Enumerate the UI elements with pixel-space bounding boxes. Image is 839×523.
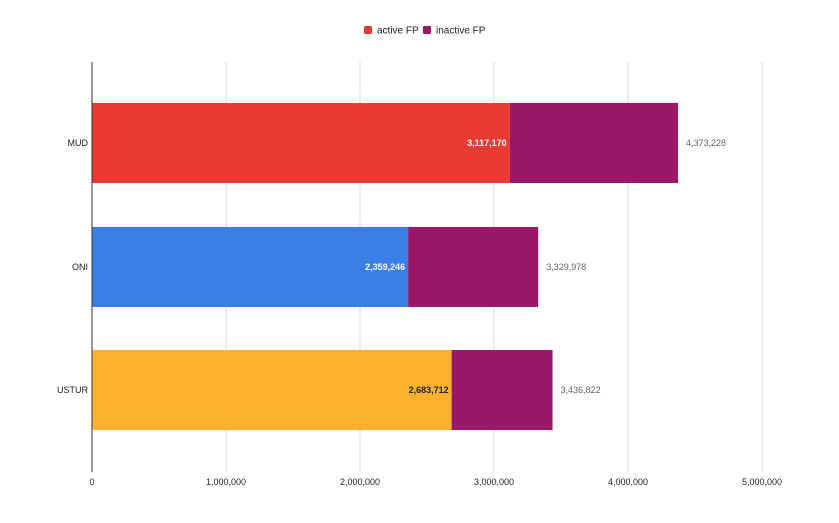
category-label-oni: ONI: [72, 262, 88, 272]
bars-group: 3,117,170 4,373,228 2,359,246 3,329,978 2,68…: [92, 103, 726, 430]
category-label-ustur: USTUR: [57, 385, 88, 395]
data-label-mud-total: 4,373,228: [686, 138, 726, 148]
legend-swatch-active-fp: [364, 26, 372, 34]
bar-ustur-active: [92, 350, 452, 430]
x-tick-label: 2,000,000: [340, 477, 380, 487]
bar-ustur-inactive: [451, 350, 553, 430]
x-tick-label: 3,000,000: [474, 477, 514, 487]
data-label-mud-active: 3,117,170: [467, 138, 507, 148]
chart-legend: active FP inactive FP: [364, 26, 486, 37]
data-label-ustur-active: 2,683,712: [409, 385, 449, 395]
category-label-mud: MUD: [68, 138, 89, 148]
bar-oni-active: [92, 227, 409, 307]
x-tick-label: 5,000,000: [742, 477, 782, 487]
legend-swatch-inactive-fp: [423, 26, 431, 34]
x-tick-label: 4,000,000: [608, 477, 648, 487]
x-tick-label: 0: [89, 477, 94, 487]
legend-label-inactive-fp: inactive FP: [436, 26, 486, 37]
data-label-ustur-total: 3,436,822: [561, 385, 601, 395]
data-label-oni-active: 2,359,246: [365, 262, 405, 272]
legend-label-active-fp: active FP: [377, 26, 419, 37]
bar-oni-inactive: [408, 227, 539, 307]
bar-mud-inactive: [509, 103, 679, 183]
data-label-oni-total: 3,329,978: [546, 262, 586, 272]
y-axis-categories: MUD ONI USTUR: [57, 138, 88, 395]
bar-mud-active: [92, 103, 510, 183]
x-axis: 0 1,000,000 2,000,000 3,000,000 4,000,000 5,0…: [89, 62, 782, 487]
x-tick-label: 1,000,000: [206, 477, 246, 487]
